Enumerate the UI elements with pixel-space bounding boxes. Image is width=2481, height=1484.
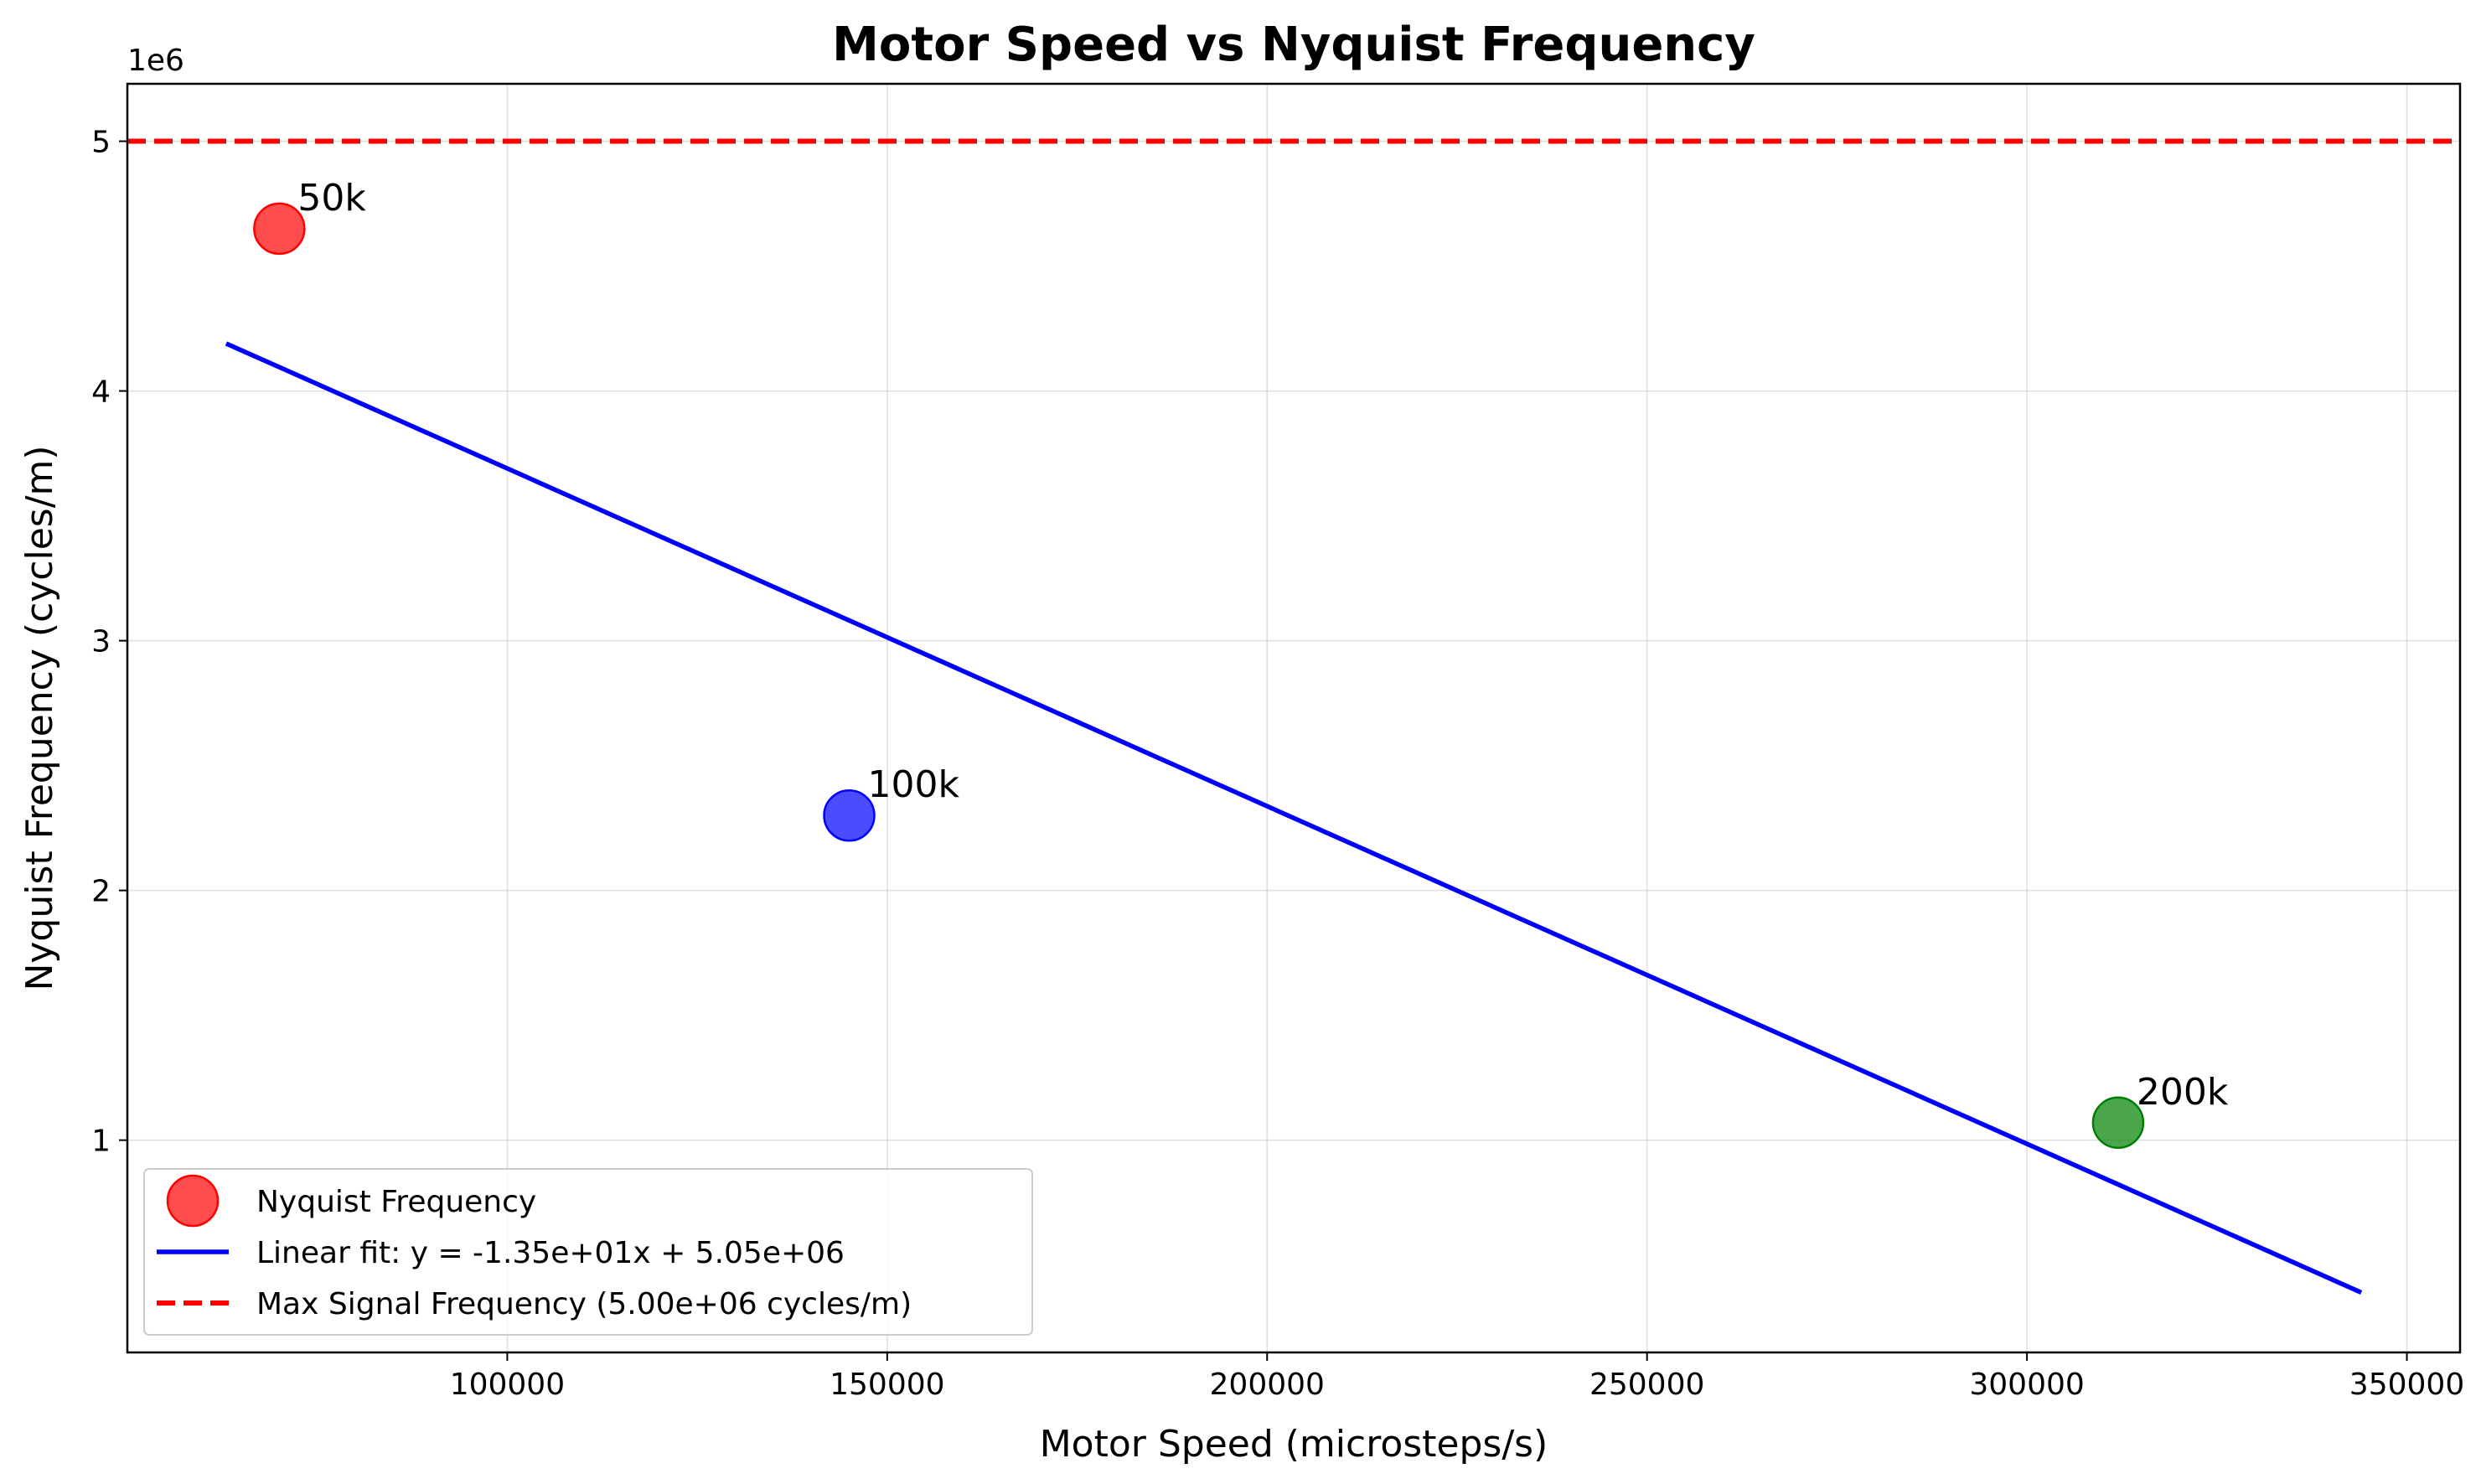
x-tick-label: 250000 bbox=[1589, 1368, 1704, 1402]
x-tick-label: 150000 bbox=[830, 1368, 944, 1402]
y-tick-label: 4 bbox=[91, 375, 111, 410]
y-tick-label: 1 bbox=[91, 1125, 111, 1159]
y-axis-offset-label: 1e6 bbox=[127, 44, 184, 78]
fit-layer bbox=[225, 341, 2363, 1295]
legend-label: Nyquist Frequency bbox=[256, 1185, 536, 1219]
data-point bbox=[253, 202, 306, 256]
fit-line bbox=[225, 341, 2363, 1295]
legend-marker bbox=[166, 1174, 220, 1228]
legend-label: Max Signal Frequency (5.00e+06 cycles/m) bbox=[256, 1287, 912, 1321]
x-tick-label: 300000 bbox=[1969, 1368, 2084, 1402]
x-tick-label: 100000 bbox=[450, 1368, 565, 1402]
x-tick-label: 350000 bbox=[2349, 1368, 2464, 1402]
data-point bbox=[823, 789, 876, 842]
legend-label: Linear fit: y = -1.35e+01x + 5.05e+06 bbox=[256, 1236, 845, 1270]
point-annotation: 200k bbox=[2137, 1071, 2229, 1114]
x-axis-label: Motor Speed (microsteps/s) bbox=[1040, 1423, 1548, 1466]
data-point bbox=[2091, 1096, 2145, 1150]
legend: Nyquist Frequency Linear fit: y = -1.35e+… bbox=[143, 1168, 1033, 1336]
chart-title: Motor Speed vs Nyquist Frequency bbox=[832, 18, 1755, 72]
ticks-layer: 100000 150000 200000 250000 300000 350000 1 2 3 4… bbox=[91, 126, 2464, 1402]
y-tick-label: 3 bbox=[91, 625, 111, 659]
y-axis-label: Nyquist Frequency (cycles/m) bbox=[18, 445, 61, 990]
point-annotation: 100k bbox=[867, 763, 959, 806]
legend-box bbox=[143, 1168, 1033, 1336]
plot-frame bbox=[126, 82, 2462, 1354]
x-tick-label: 200000 bbox=[1210, 1368, 1325, 1402]
y-tick-label: 5 bbox=[91, 126, 111, 160]
points-layer: 50k 100k 200k bbox=[253, 177, 2229, 1150]
point-annotation: 50k bbox=[297, 177, 366, 220]
y-tick-label: 2 bbox=[91, 875, 111, 909]
